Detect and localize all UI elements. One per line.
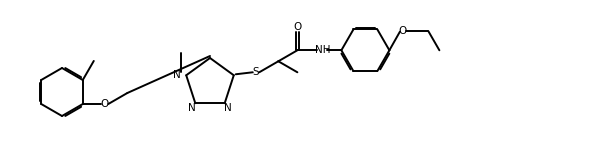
Text: N: N: [174, 70, 182, 80]
Text: N: N: [224, 103, 231, 113]
Text: NH: NH: [315, 45, 330, 55]
Text: O: O: [100, 99, 109, 109]
Text: O: O: [293, 22, 302, 32]
Text: O: O: [398, 26, 406, 36]
Text: S: S: [252, 67, 259, 77]
Text: N: N: [189, 103, 196, 113]
